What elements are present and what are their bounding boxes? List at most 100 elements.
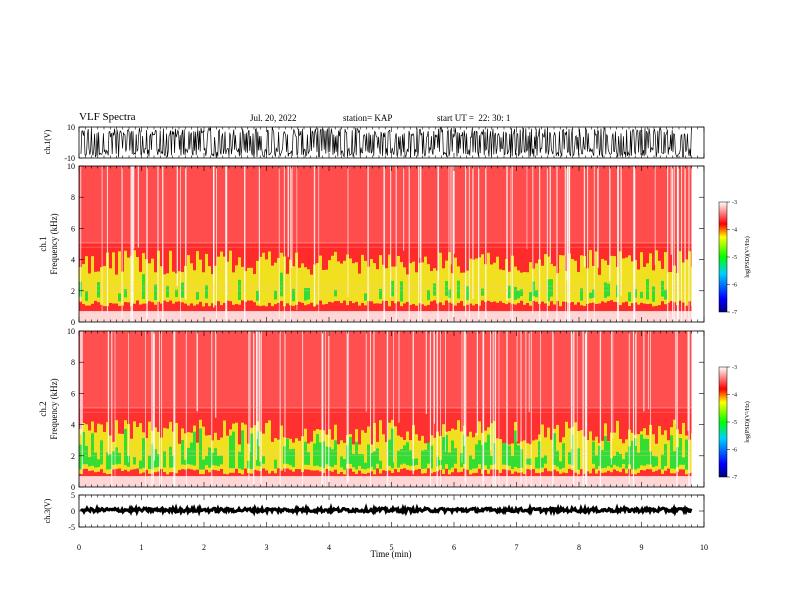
- spec-band-cell: [592, 265, 595, 303]
- spec-band-cell: [583, 255, 586, 307]
- spec-band-cell: [598, 274, 601, 304]
- spec-green-cell: [328, 447, 331, 467]
- spec-green-cell: [484, 442, 487, 466]
- spec-green-cell: [85, 445, 88, 465]
- spec-band-cell: [259, 256, 262, 307]
- spec-green-cell: [325, 446, 328, 465]
- spec-band-cell: [106, 422, 109, 475]
- spec-band-cell: [460, 431, 463, 472]
- spec-band-cell: [595, 436, 598, 474]
- spec-band-cell: [499, 269, 502, 302]
- spec-green-cell: [508, 285, 511, 298]
- spec-green-cell: [514, 430, 517, 467]
- spec-green-cell: [184, 459, 187, 465]
- spec-band-cell: [223, 420, 226, 474]
- spec-band-cell: [115, 420, 118, 470]
- spec-green-cell: [283, 446, 286, 464]
- spec-band-cell: [280, 425, 283, 471]
- spec-green-cell: [607, 441, 610, 467]
- spec-band-cell: [529, 262, 532, 306]
- spec-band-cell: [382, 434, 385, 471]
- spec-band-cell: [589, 431, 592, 474]
- spec-green-cell: [541, 457, 544, 468]
- spec-band-cell: [427, 264, 430, 305]
- spec-green-cell: [661, 280, 664, 297]
- spec-band-cell: [370, 259, 373, 302]
- spec-band-cell: [628, 255, 631, 307]
- spec-band-cell: [205, 253, 208, 304]
- ch1-waveform-panel: 10 -10 ch.1(V): [43, 123, 705, 163]
- spec-green-cell: [409, 450, 412, 466]
- spec-green-cell: [193, 431, 196, 466]
- spec-band-cell: [418, 262, 421, 304]
- spec-green-cell: [181, 282, 184, 298]
- spec-band-cell: [649, 253, 652, 304]
- spec-green-cell: [241, 430, 244, 470]
- spec-green-cell: [625, 452, 628, 469]
- spec-band-cell: [343, 260, 346, 301]
- spec-band-cell: [394, 266, 397, 304]
- ch2-colorbar: -3 -4 -5 -6 -7 log(PSD)(V²/Hz): [718, 365, 751, 481]
- colorbar-tick-label: -6: [732, 448, 737, 454]
- spec-band-cell: [112, 252, 115, 304]
- spec-band-cell: [655, 250, 658, 306]
- ch3-waveform-panel: 5 0 -5 ch.3(V) 0 1 2 3 4 5 6 7 8 9 10 Time (min): [43, 491, 708, 559]
- spec-green-cell: [664, 289, 667, 300]
- spec-green-cell: [490, 456, 493, 465]
- time-tick-label: 3: [265, 543, 269, 552]
- spec-band-cell: [652, 434, 655, 472]
- spec-band-cell: [124, 250, 127, 303]
- spec-band-cell: [475, 258, 478, 304]
- spec-green-cell: [154, 449, 157, 468]
- y-tick-label: 10: [67, 162, 75, 171]
- spec-band-cell: [217, 439, 220, 471]
- spec-green-cell: [334, 440, 337, 465]
- spec-band-cell: [109, 268, 112, 303]
- spec-band-cell: [589, 249, 592, 304]
- spec-green-cell: [613, 455, 616, 465]
- spec-band-cell: [118, 251, 121, 306]
- spec-green-cell: [514, 286, 517, 300]
- spec-band-cell: [574, 422, 577, 473]
- spec-band-cell: [268, 251, 271, 303]
- spec-upper-fade: [79, 166, 704, 244]
- spec-green-cell: [124, 289, 127, 298]
- spec-band-cell: [460, 272, 463, 302]
- x-axis-label: Time (min): [371, 549, 412, 559]
- spec-band-cell: [169, 250, 172, 301]
- time-tick-label: 7: [515, 543, 519, 552]
- spec-band-cell: [295, 438, 298, 470]
- ch3-waveform-trace: [79, 502, 693, 517]
- spec-band-cell: [373, 263, 376, 304]
- spec-band-cell: [235, 422, 238, 469]
- spec-band-cell: [439, 252, 442, 303]
- spec-green-cell: [562, 443, 565, 468]
- spec-band-cell: [286, 273, 289, 304]
- spec-band-cell: [469, 258, 472, 304]
- station-label: station= KAP: [343, 113, 393, 123]
- spec-band-cell: [322, 269, 325, 305]
- spec-band-cell: [406, 274, 409, 302]
- spec-band-cell: [226, 261, 229, 301]
- y-tick-label: 0: [71, 507, 75, 516]
- spec-band-cell: [88, 273, 91, 306]
- spec-band-cell: [523, 440, 526, 475]
- spec-green-cell: [142, 438, 145, 468]
- spec-green-cell: [637, 452, 640, 469]
- y-tick-label: 2: [71, 452, 75, 461]
- spec-green-cell: [91, 433, 94, 466]
- spec-green-cell: [124, 428, 127, 466]
- time-tick-label: 0: [77, 543, 81, 552]
- spec-green-cell: [148, 455, 151, 470]
- spec-band-cell: [316, 263, 319, 305]
- spec-band-cell: [622, 258, 625, 303]
- spec-band-cell: [94, 432, 97, 473]
- spec-green-cell: [139, 460, 142, 469]
- spec-band-cell: [463, 272, 466, 306]
- spec-green-cell: [634, 289, 637, 298]
- spec-band-cell: [220, 437, 223, 469]
- spec-green-cell: [202, 459, 205, 470]
- spec-green-cell: [493, 443, 496, 465]
- spec-band-cell: [385, 442, 388, 471]
